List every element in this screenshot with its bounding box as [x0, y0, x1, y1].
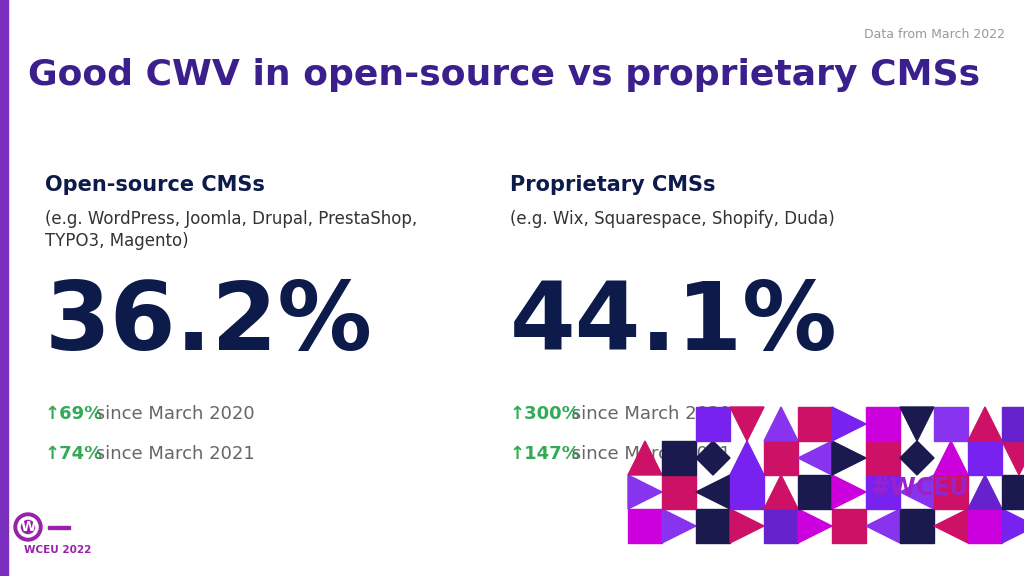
Bar [764, 441, 798, 475]
Polygon shape [831, 475, 866, 509]
Bar [1002, 475, 1024, 509]
Polygon shape [1002, 509, 1024, 543]
Text: W: W [20, 520, 36, 534]
Text: TYPO3, Magento): TYPO3, Magento) [45, 232, 188, 250]
Text: since March 2021: since March 2021 [90, 445, 255, 463]
Polygon shape [968, 407, 1002, 441]
Polygon shape [934, 509, 968, 543]
Polygon shape [798, 509, 831, 543]
Text: Proprietary CMSs: Proprietary CMSs [510, 175, 716, 195]
Polygon shape [628, 441, 662, 475]
Polygon shape [764, 475, 798, 509]
Text: ↑147%: ↑147% [510, 445, 581, 463]
Bar [662, 441, 696, 475]
Text: (e.g. WordPress, Joomla, Drupal, PrestaShop,: (e.g. WordPress, Joomla, Drupal, PrestaS… [45, 210, 417, 228]
Polygon shape [831, 441, 866, 475]
Bar [628, 509, 662, 543]
Text: #WCEU: #WCEU [870, 476, 969, 500]
Bar [968, 509, 1002, 543]
Text: since March 2021: since March 2021 [566, 445, 731, 463]
Polygon shape [798, 441, 831, 475]
Bar [48, 526, 70, 529]
Polygon shape [696, 441, 730, 475]
Text: WCEU 2022: WCEU 2022 [24, 545, 91, 555]
Text: Good CWV in open-source vs proprietary CMSs: Good CWV in open-source vs proprietary C… [28, 58, 980, 92]
Text: since March 2020: since March 2020 [566, 405, 730, 423]
Bar [696, 509, 730, 543]
Bar [866, 407, 900, 441]
Bar [764, 509, 798, 543]
Bar [866, 441, 900, 475]
Polygon shape [968, 475, 1002, 509]
Text: Open-source CMSs: Open-source CMSs [45, 175, 265, 195]
Text: ↑300%: ↑300% [510, 405, 581, 423]
Bar [1002, 407, 1024, 441]
Text: ↑74%: ↑74% [45, 445, 103, 463]
Bar [798, 407, 831, 441]
Bar [968, 441, 1002, 475]
Bar [798, 475, 831, 509]
Text: since March 2020: since March 2020 [90, 405, 254, 423]
Bar [662, 475, 696, 509]
Text: 44.1%: 44.1% [510, 278, 838, 370]
Bar [934, 407, 968, 441]
Polygon shape [1002, 441, 1024, 475]
Polygon shape [866, 509, 900, 543]
Polygon shape [831, 407, 866, 441]
Polygon shape [934, 441, 968, 475]
Polygon shape [900, 441, 934, 475]
Bar [831, 509, 866, 543]
Polygon shape [628, 475, 662, 509]
Polygon shape [730, 509, 764, 543]
Bar [934, 475, 968, 509]
Polygon shape [730, 407, 764, 441]
Bar [696, 407, 730, 441]
Bar [866, 475, 900, 509]
Polygon shape [662, 509, 696, 543]
Text: ↑69%: ↑69% [45, 405, 103, 423]
Polygon shape [696, 475, 730, 509]
Polygon shape [730, 441, 764, 475]
Polygon shape [764, 407, 798, 441]
Text: (e.g. Wix, Squarespace, Shopify, Duda): (e.g. Wix, Squarespace, Shopify, Duda) [510, 210, 835, 228]
Polygon shape [900, 407, 934, 441]
Text: Data from March 2022: Data from March 2022 [864, 28, 1005, 41]
Circle shape [14, 513, 42, 541]
Bar [0, 0, 8, 576]
Bar [900, 509, 934, 543]
Polygon shape [900, 475, 934, 509]
Bar [730, 475, 764, 509]
Text: 36.2%: 36.2% [45, 278, 373, 370]
